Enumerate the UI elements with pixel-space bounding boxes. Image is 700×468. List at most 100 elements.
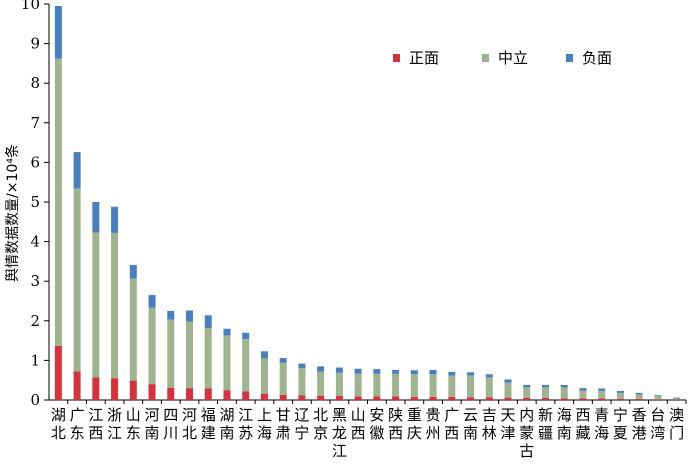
x-tick-label: 湖南: [219, 406, 234, 442]
bar-neutral-segment: [635, 394, 643, 399]
legend-swatch: [566, 54, 573, 62]
bar-positive-segment: [485, 397, 493, 400]
bar-neutral-segment: [541, 387, 549, 399]
bar-neutral-segment: [73, 188, 81, 372]
bar-positive-segment: [504, 397, 512, 400]
y-tick-label: 6: [30, 153, 40, 171]
bar-negative-segment: [560, 384, 568, 388]
bar-negative-segment: [260, 351, 268, 359]
y-tick-label: 0: [30, 391, 40, 409]
bar-negative-segment: [448, 371, 456, 376]
bar-positive-segment: [260, 393, 268, 400]
bar-positive-segment: [92, 377, 100, 400]
bar-negative-segment: [635, 392, 643, 395]
x-tick-label: 安徽: [369, 406, 384, 442]
x-tick-label: 西藏: [575, 406, 590, 442]
bar-neutral-segment: [317, 371, 325, 396]
x-tick-label: 上海: [257, 406, 272, 442]
x-tick-label: 海南: [557, 406, 572, 442]
x-tick-label: 青海: [594, 406, 609, 442]
y-ticks: 0 1 2 3 4 5 6 7 8 9 10: [21, 0, 49, 409]
bar-negative-segment: [148, 295, 156, 308]
bar-positive-segment: [204, 388, 212, 400]
legend-label: 中立: [498, 49, 528, 67]
x-tick-label: 台湾: [650, 406, 665, 442]
x-tick-label: 江苏: [238, 406, 253, 442]
bar-neutral-segment: [373, 373, 381, 397]
bar-positive-segment: [560, 398, 568, 400]
bar-positive-segment: [148, 384, 156, 400]
bar-positive-segment: [111, 378, 119, 400]
y-tick-label: 5: [30, 193, 40, 211]
y-tick-label: 8: [30, 74, 40, 92]
bar-negative-segment: [467, 372, 475, 376]
x-tick-label: 北京: [313, 406, 328, 442]
bar-negative-segment: [73, 152, 81, 189]
bar-negative-segment: [317, 366, 325, 372]
legend-label: 负面: [582, 49, 612, 67]
bar-negative-segment: [485, 374, 493, 378]
x-tick-label: 山东: [126, 406, 141, 442]
bar-negative-segment: [504, 379, 512, 383]
x-tick-label: 江西: [88, 406, 103, 442]
x-tick-label: 河南: [145, 406, 160, 442]
bar-neutral-segment: [448, 375, 456, 397]
y-tick-label: 2: [30, 312, 40, 330]
bar-neutral-segment: [148, 307, 156, 385]
x-tick-label: 辽宁: [294, 406, 309, 442]
bar-neutral-segment: [429, 374, 437, 397]
bar-neutral-segment: [410, 374, 418, 397]
bar-negative-segment: [579, 388, 587, 391]
y-tick-label: 9: [30, 35, 40, 53]
bar-positive-segment: [635, 398, 643, 400]
bar-neutral-segment: [654, 396, 662, 400]
bar-positive-segment: [392, 396, 400, 400]
legend: 正面 中立 负面: [393, 49, 612, 67]
bar-negative-segment: [167, 310, 175, 320]
bar-neutral-segment: [504, 382, 512, 398]
bar-negative-segment: [523, 384, 531, 388]
bar-negative-segment: [186, 310, 194, 322]
x-tick-label: 云南: [463, 406, 478, 442]
bar-positive-segment: [167, 387, 175, 400]
bar-negative-segment: [111, 206, 119, 233]
bar-positive-segment: [317, 395, 325, 400]
x-tick-label: 香港: [632, 406, 647, 442]
bar-neutral-segment: [673, 398, 681, 400]
bars: [54, 5, 687, 404]
bar-neutral-segment: [54, 58, 62, 346]
bar-neutral-segment: [204, 327, 212, 389]
bar-negative-segment: [598, 388, 606, 391]
bar-negative-segment: [242, 332, 250, 340]
x-tick-label: 甘肃: [276, 406, 291, 442]
bar-positive-segment: [654, 399, 662, 400]
bar-negative-segment: [616, 390, 624, 393]
bar-negative-segment: [654, 395, 662, 397]
bar-neutral-segment: [242, 339, 250, 392]
bar-positive-segment: [448, 396, 456, 400]
x-tick-label: 广东: [70, 406, 85, 442]
bar-negative-segment: [673, 397, 681, 399]
bar-neutral-segment: [223, 335, 231, 391]
bar-neutral-segment: [186, 321, 194, 389]
bar-positive-segment: [73, 371, 81, 400]
bar-negative-segment: [541, 384, 549, 388]
legend-label: 正面: [409, 49, 439, 67]
bar-positive-segment: [279, 394, 287, 400]
bar-positive-segment: [523, 398, 531, 400]
x-tick-label: 重庆: [407, 406, 422, 442]
y-tick-label: 3: [30, 272, 40, 290]
x-tick-label: 黑龙江: [332, 406, 347, 460]
x-tick-label: 澳门: [669, 406, 684, 442]
bar-neutral-segment: [523, 387, 531, 399]
bar-negative-segment: [392, 369, 400, 374]
bar-positive-segment: [242, 391, 250, 400]
bar-positive-segment: [598, 398, 606, 400]
bar-negative-segment: [129, 264, 137, 279]
legend-swatch: [393, 54, 400, 62]
x-tick-label: 山西: [351, 406, 366, 442]
bar-positive-segment: [54, 345, 62, 400]
bar-neutral-segment: [485, 377, 493, 398]
bar-positive-segment: [373, 396, 381, 400]
